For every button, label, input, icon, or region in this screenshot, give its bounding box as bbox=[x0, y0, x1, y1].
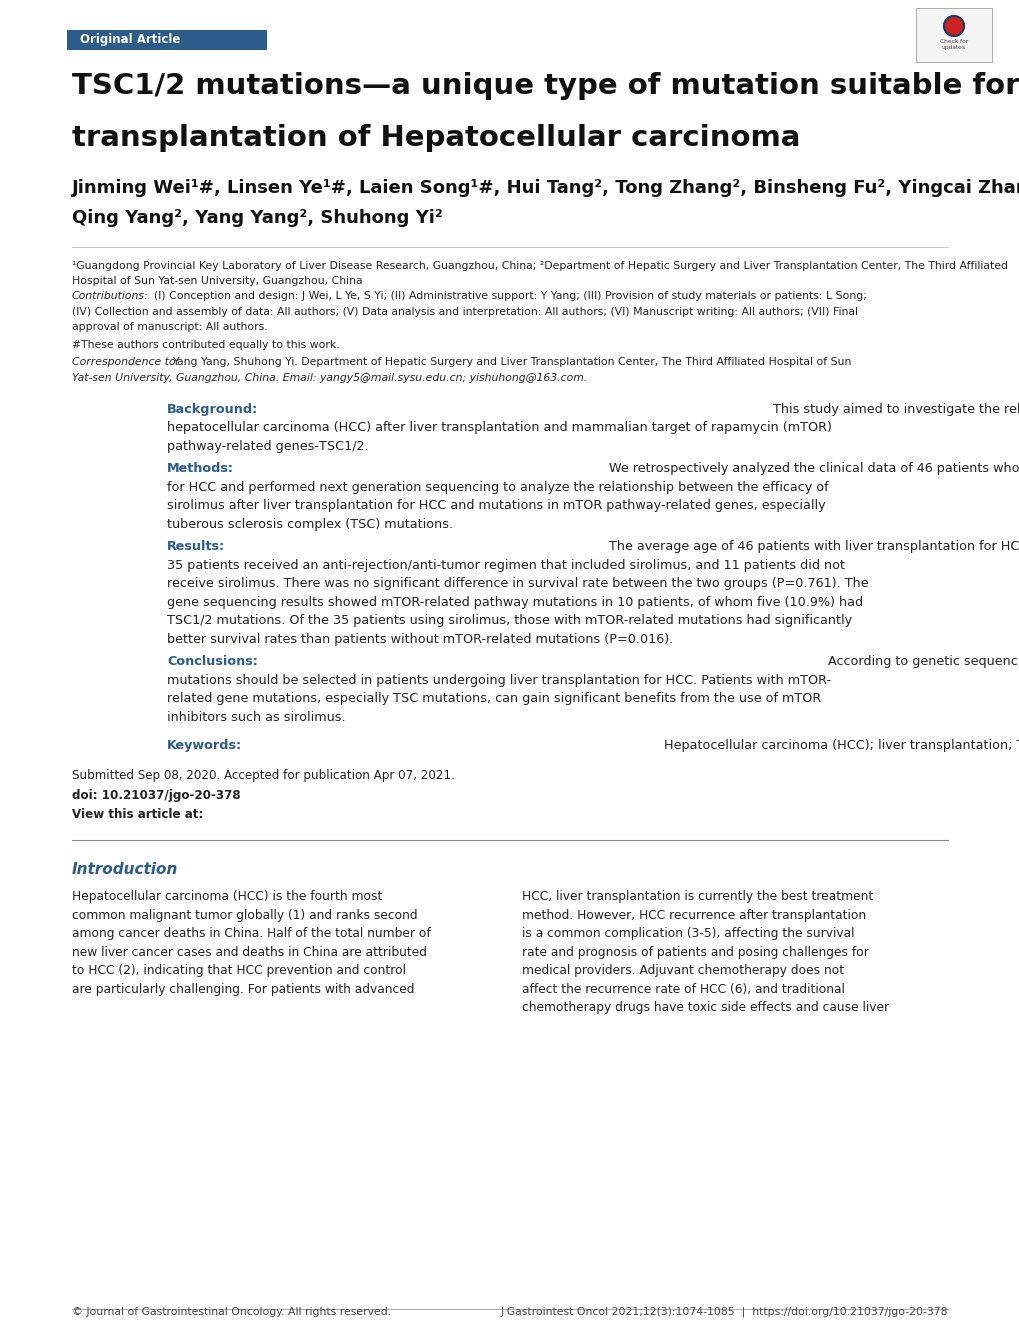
Text: © Journal of Gastrointestinal Oncology. All rights reserved.: © Journal of Gastrointestinal Oncology. … bbox=[72, 1307, 390, 1318]
Text: Background:: Background: bbox=[167, 402, 258, 415]
Text: Qing Yang², Yang Yang², Shuhong Yi²: Qing Yang², Yang Yang², Shuhong Yi² bbox=[72, 210, 442, 227]
Text: Introduction: Introduction bbox=[72, 862, 178, 877]
Text: transplantation of Hepatocellular carcinoma: transplantation of Hepatocellular carcin… bbox=[72, 124, 800, 152]
Text: inhibitors such as sirolimus.: inhibitors such as sirolimus. bbox=[167, 710, 345, 724]
Text: pathway-related genes-⁠TSC1/2.: pathway-related genes-⁠TSC1/2. bbox=[167, 439, 368, 453]
Text: doi: 10.21037/jgo-20-378: doi: 10.21037/jgo-20-378 bbox=[72, 789, 240, 801]
Text: Keywords:: Keywords: bbox=[167, 740, 242, 752]
Text: chemotherapy drugs have toxic side effects and cause liver: chemotherapy drugs have toxic side effec… bbox=[522, 1001, 889, 1015]
Text: sirolimus after liver transplantation for HCC and mutations in mTOR pathway-rela: sirolimus after liver transplantation fo… bbox=[167, 499, 824, 513]
Text: HCC, liver transplantation is currently the best treatment: HCC, liver transplantation is currently … bbox=[522, 890, 873, 902]
Text: We retrospectively analyzed the clinical data of 46 patients who underwent liver: We retrospectively analyzed the clinical… bbox=[604, 462, 1019, 475]
Text: Hepatocellular carcinoma (HCC) is the fourth most: Hepatocellular carcinoma (HCC) is the fo… bbox=[72, 890, 382, 902]
Text: new liver cancer cases and deaths in China are attributed: new liver cancer cases and deaths in Chi… bbox=[72, 945, 427, 959]
Text: better survival rates than patients without mTOR-related mutations (P=0.016).: better survival rates than patients with… bbox=[167, 633, 673, 646]
Text: common malignant tumor globally (1) and ranks second: common malignant tumor globally (1) and … bbox=[72, 909, 417, 921]
Text: #These authors contributed equally to this work.: #These authors contributed equally to th… bbox=[72, 339, 339, 350]
Text: Hepatocellular carcinoma (HCC); liver transplantation; TSC gene mutation; surviv: Hepatocellular carcinoma (HCC); liver tr… bbox=[659, 740, 1019, 752]
Text: method. However, HCC recurrence after transplantation: method. However, HCC recurrence after tr… bbox=[522, 909, 866, 921]
Text: TSC1/2 mutations. Of the 35 patients using sirolimus, those with mTOR-related mu: TSC1/2 mutations. Of the 35 patients usi… bbox=[167, 614, 851, 627]
Text: This study aimed to investigate the relationship between the prognosis of patien: This study aimed to investigate the rela… bbox=[768, 402, 1019, 415]
Text: Correspondence to:: Correspondence to: bbox=[72, 356, 179, 367]
Text: hepatocellular carcinoma (HCC) after liver transplantation and mammalian target : hepatocellular carcinoma (HCC) after liv… bbox=[167, 421, 832, 434]
Text: Original Article: Original Article bbox=[79, 33, 180, 47]
Text: for HCC and performed next generation sequencing to analyze the relationship bet: for HCC and performed next generation se… bbox=[167, 481, 827, 494]
Text: approval of manuscript: All authors.: approval of manuscript: All authors. bbox=[72, 322, 267, 332]
Text: is a common complication (3-5), affecting the survival: is a common complication (3-5), affectin… bbox=[522, 926, 854, 940]
Text: (I) Conception and design: J Wei, L Ye, S Yi; (II) Administrative support: Y Yan: (I) Conception and design: J Wei, L Ye, … bbox=[154, 291, 866, 300]
FancyBboxPatch shape bbox=[67, 29, 267, 49]
Text: among cancer deaths in China. Half of the total number of: among cancer deaths in China. Half of th… bbox=[72, 926, 430, 940]
Text: affect the recurrence rate of HCC (6), and traditional: affect the recurrence rate of HCC (6), a… bbox=[522, 983, 845, 996]
Text: tuberous sclerosis complex (TSC) mutations.: tuberous sclerosis complex (TSC) mutatio… bbox=[167, 518, 452, 530]
Text: The average age of 46 patients with liver transplantation for HCC was 51±21 year: The average age of 46 patients with live… bbox=[604, 539, 1019, 553]
Text: Submitted Sep 08, 2020. Accepted for publication Apr 07, 2021.: Submitted Sep 08, 2020. Accepted for pub… bbox=[72, 769, 454, 782]
Text: 35 patients received an anti-rejection/anti-tumor regimen that included sirolimu: 35 patients received an anti-rejection/a… bbox=[167, 558, 844, 571]
Text: Jinming Wei¹#, Linsen Ye¹#, Laien Song¹#, Hui Tang², Tong Zhang², Binsheng Fu², : Jinming Wei¹#, Linsen Ye¹#, Laien Song¹#… bbox=[72, 179, 1019, 198]
Text: Yang Yang, Shuhong Yi. Department of Hepatic Surgery and Liver Transplantation C: Yang Yang, Shuhong Yi. Department of Hep… bbox=[172, 356, 851, 367]
Text: TSC1/2 mutations—a unique type of mutation suitable for liver: TSC1/2 mutations—a unique type of mutati… bbox=[72, 72, 1019, 100]
Text: gene sequencing results showed mTOR-related pathway mutations in 10 patients, of: gene sequencing results showed mTOR-rela… bbox=[167, 595, 862, 609]
Text: Results:: Results: bbox=[167, 539, 225, 553]
Text: View this article at:: View this article at: bbox=[72, 808, 203, 821]
Text: Yat-sen University, Guangzhou, China. Email: yangy5@mail.sysu.edu.cn; yishuhong@: Yat-sen University, Guangzhou, China. Em… bbox=[72, 372, 587, 383]
Text: rate and prognosis of patients and posing challenges for: rate and prognosis of patients and posin… bbox=[522, 945, 868, 959]
Circle shape bbox=[943, 16, 963, 36]
Text: Conclusions:: Conclusions: bbox=[167, 655, 258, 668]
Text: to HCC (2), indicating that HCC prevention and control: to HCC (2), indicating that HCC preventi… bbox=[72, 964, 406, 977]
Text: medical providers. Adjuvant chemotherapy does not: medical providers. Adjuvant chemotherapy… bbox=[522, 964, 844, 977]
Text: Contributions:: Contributions: bbox=[72, 291, 149, 300]
FancyBboxPatch shape bbox=[915, 8, 991, 61]
Text: related gene mutations, especially TSC mutations, can gain significant benefits : related gene mutations, especially TSC m… bbox=[167, 692, 820, 705]
Text: Methods:: Methods: bbox=[167, 462, 233, 475]
Text: are particularly challenging. For patients with advanced: are particularly challenging. For patien… bbox=[72, 983, 414, 996]
Text: ¹Guangdong Provincial Key Laboratory of Liver Disease Research, Guangzhou, China: ¹Guangdong Provincial Key Laboratory of … bbox=[72, 262, 1007, 286]
Text: According to genetic sequencing results, a personalized treatment plan for speci: According to genetic sequencing results,… bbox=[823, 655, 1019, 668]
Text: (IV) Collection and assembly of data: All authors; (V) Data analysis and interpr: (IV) Collection and assembly of data: Al… bbox=[72, 307, 857, 316]
Text: J Gastrointest Oncol 2021;12(3):1074-1085  |  https://doi.org/10.21037/jgo-20-37: J Gastrointest Oncol 2021;12(3):1074-108… bbox=[500, 1307, 947, 1318]
Text: Check for
updates: Check for updates bbox=[940, 39, 967, 49]
Text: mutations should be selected in patients undergoing liver transplantation for HC: mutations should be selected in patients… bbox=[167, 673, 830, 686]
Text: receive sirolimus. There was no significant difference in survival rate between : receive sirolimus. There was no signific… bbox=[167, 577, 868, 590]
